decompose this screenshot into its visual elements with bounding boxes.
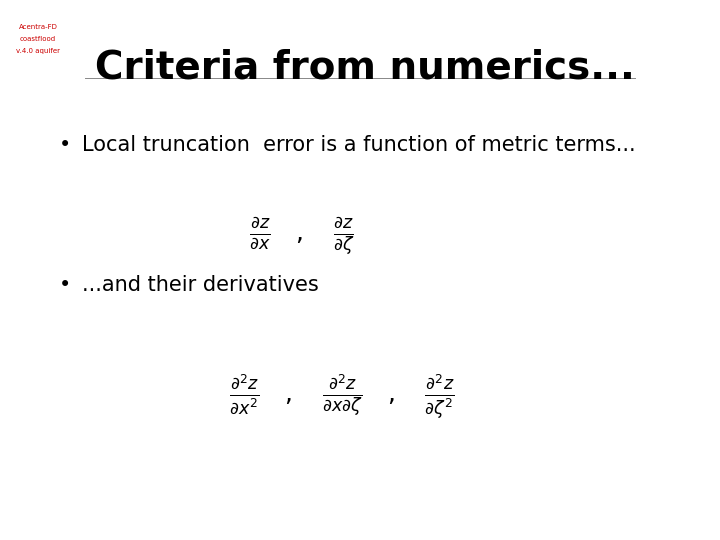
Text: •: • [59, 135, 71, 155]
Text: coastflood: coastflood [20, 36, 56, 42]
Text: Criteria from numerics...: Criteria from numerics... [95, 49, 635, 86]
Text: Acentra-FD: Acentra-FD [19, 24, 58, 30]
Text: Local truncation  error is a function of metric terms...: Local truncation error is a function of … [82, 135, 636, 155]
Text: •: • [59, 275, 71, 295]
Text: v.4.0 aquifer: v.4.0 aquifer [16, 48, 60, 54]
Text: $\frac{\partial^2 z}{\partial x^2}\quad ,\quad \frac{\partial^2 z}{\partial x\pa: $\frac{\partial^2 z}{\partial x^2}\quad … [229, 373, 455, 421]
Text: ...and their derivatives: ...and their derivatives [82, 275, 318, 295]
Text: $\frac{\partial z}{\partial x}\quad ,\quad \frac{\partial z}{\partial \zeta}$: $\frac{\partial z}{\partial x}\quad ,\qu… [248, 216, 354, 258]
